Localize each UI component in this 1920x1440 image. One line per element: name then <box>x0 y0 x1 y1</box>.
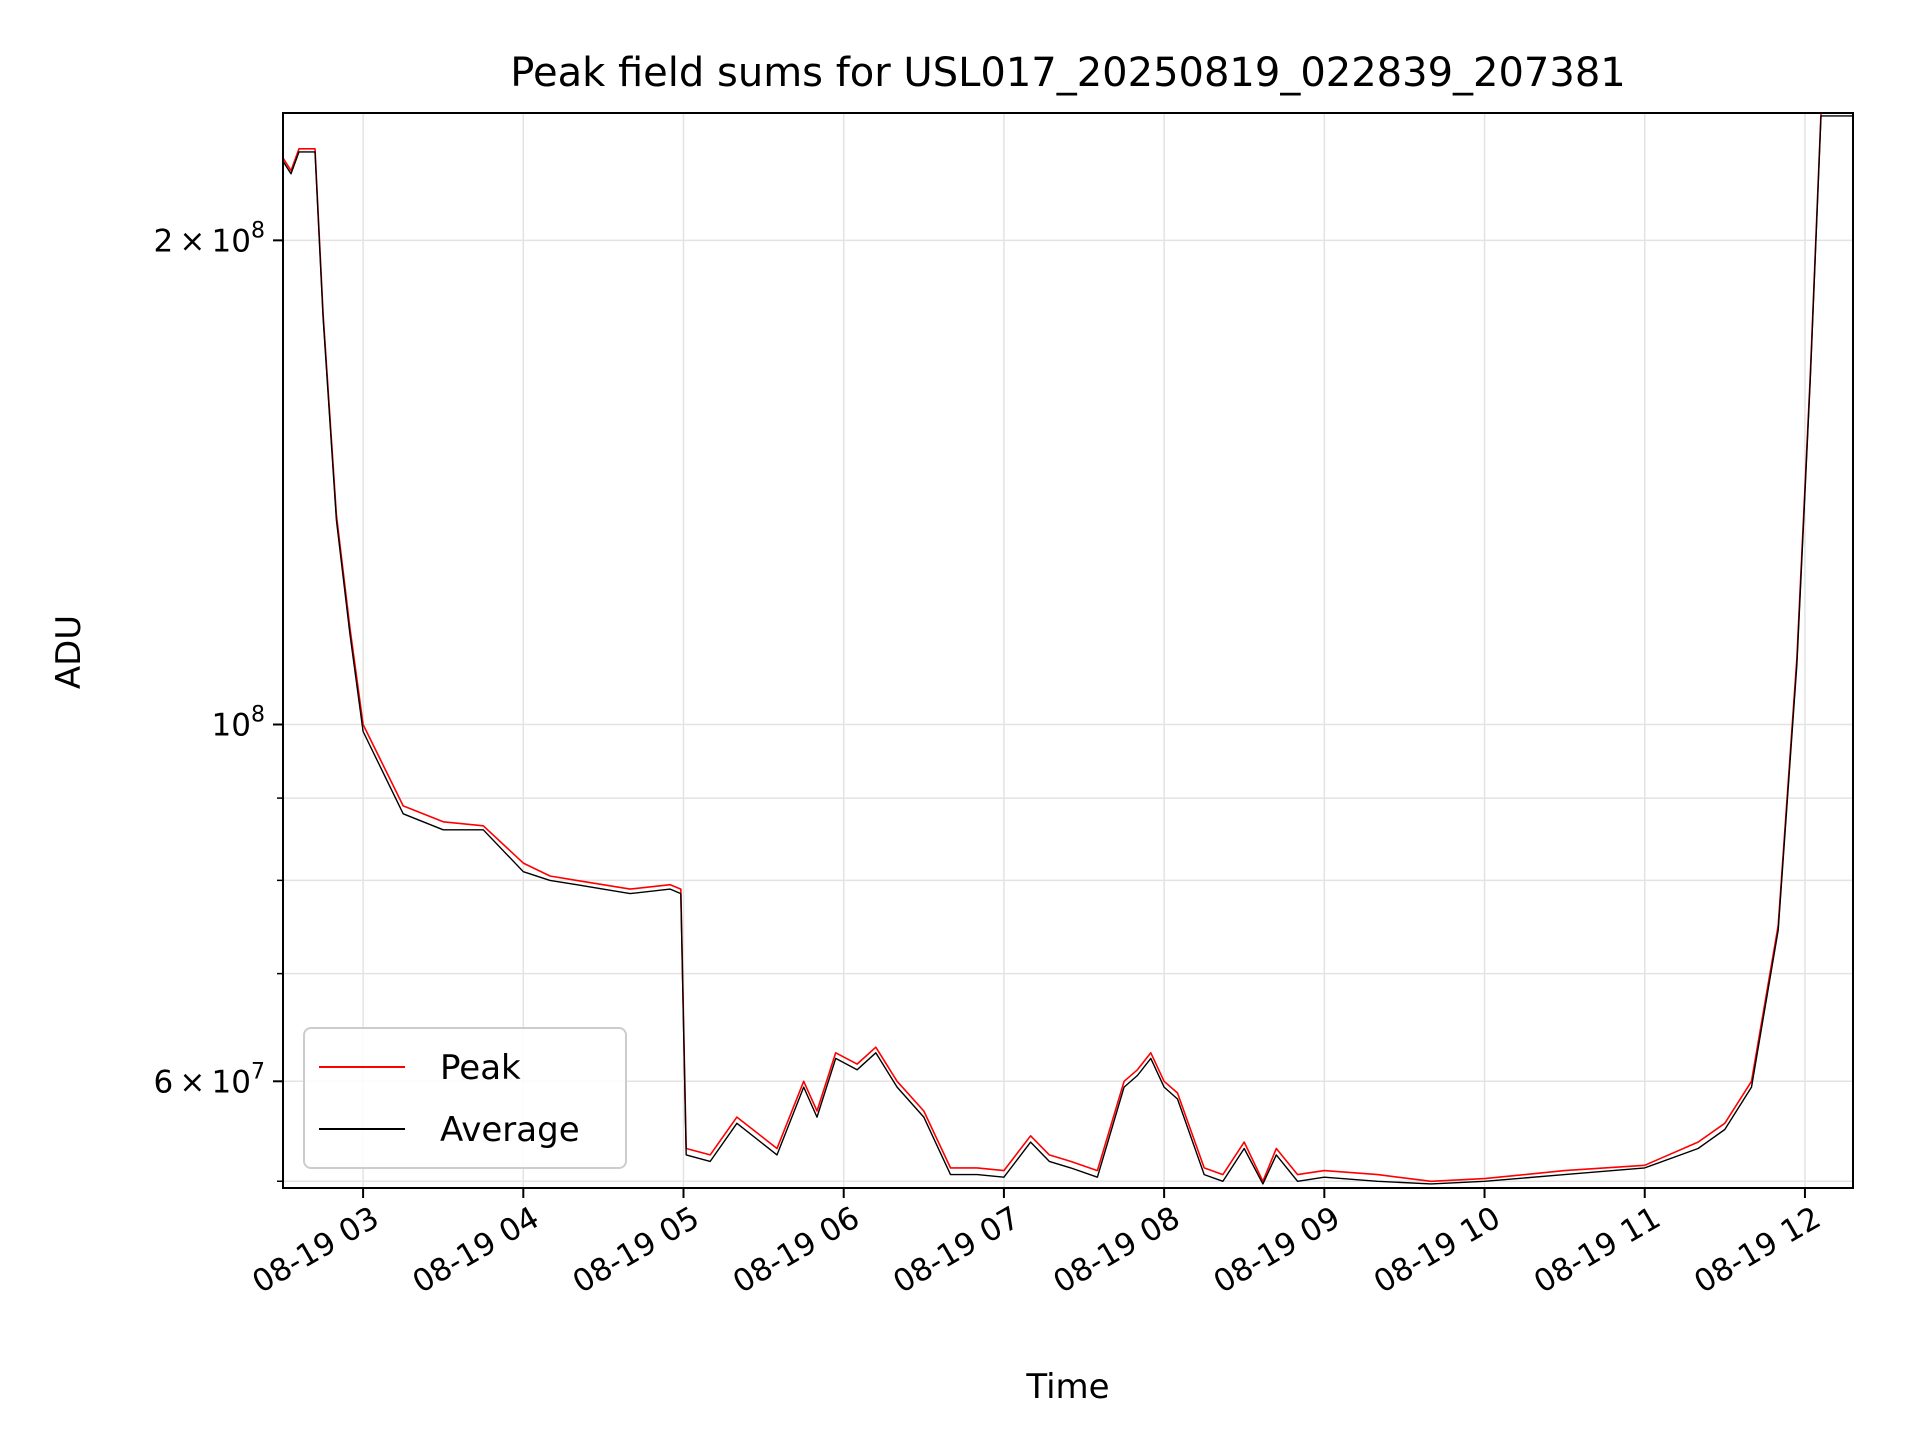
y-axis-ticks: 2 × 108 108 6 × 107 <box>153 218 283 1183</box>
legend: Peak Average <box>303 1027 627 1169</box>
y-tick-label: 6 × 107 <box>153 1059 265 1100</box>
series-line-peak <box>283 113 1853 1183</box>
grid <box>283 113 1853 1188</box>
legend-label-peak: Peak <box>440 1048 521 1088</box>
plot-frame <box>282 112 1854 1189</box>
chart-title: Peak field sums for USL017_20250819_0228… <box>510 50 1625 96</box>
series-line-average <box>283 115 1853 1185</box>
y-tick-label: 2 × 108 <box>153 218 265 259</box>
y-tick-label: 108 <box>212 702 265 743</box>
legend-box <box>303 1027 627 1169</box>
legend-label-average: Average <box>440 1110 580 1150</box>
x-axis-label: Time <box>1025 1367 1109 1407</box>
series-layer <box>283 113 1853 1185</box>
y-axis-label: ADU <box>49 615 89 689</box>
